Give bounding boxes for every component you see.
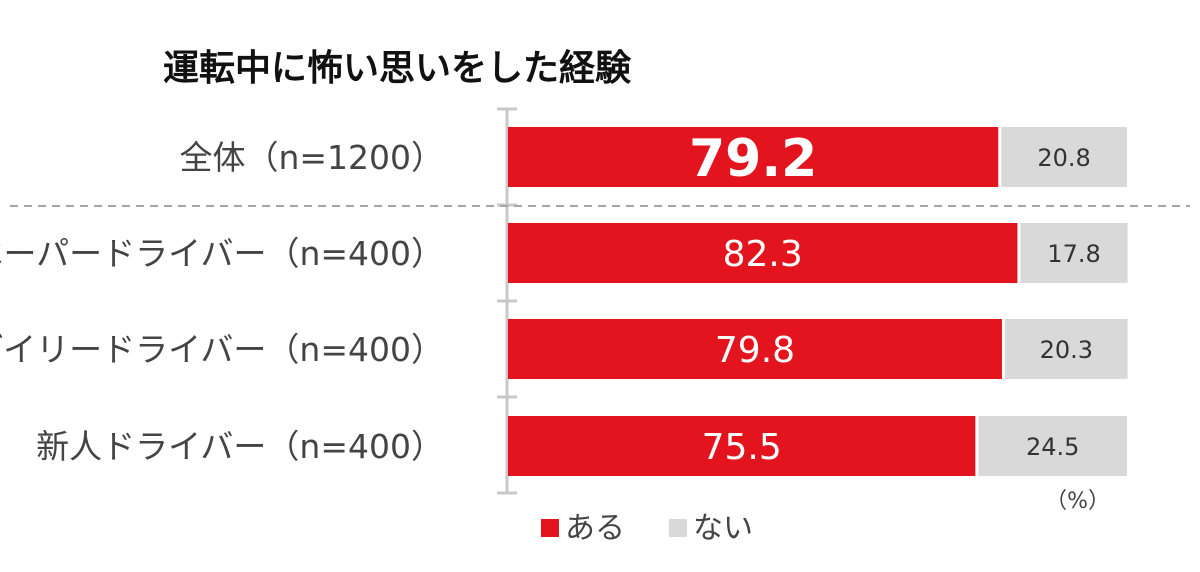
- category-label: 新人ドライバー（n=400）: [36, 427, 444, 466]
- data-label: 24.5: [1026, 433, 1079, 461]
- legend-swatch: [541, 519, 559, 537]
- bar-segment: [508, 223, 1018, 283]
- data-label: 20.3: [1040, 336, 1093, 364]
- category-label: デイリードライバー（n=400）: [0, 330, 444, 369]
- category-label: ペーパードライバー（n=400）: [0, 234, 444, 273]
- bar-segment: [978, 416, 1127, 476]
- data-label: 75.5: [702, 427, 782, 468]
- data-label: 79.8: [715, 330, 795, 371]
- data-label: 17.8: [1047, 240, 1100, 268]
- legend-swatch: [669, 519, 687, 537]
- bars: 全体（n=1200） 79.2 20.8 ペーパードライバー（n=400） 82.3 17…: [0, 127, 1128, 476]
- chart-title: 運転中に怖い思いをした経験: [163, 48, 632, 89]
- bar-segment: [1004, 319, 1128, 379]
- category-label: 全体（n=1200）: [179, 138, 444, 177]
- unit-label: （%）: [1045, 489, 1110, 514]
- data-label: 82.3: [723, 234, 803, 275]
- bar-segment: [1001, 127, 1127, 187]
- bar-segment: [1020, 223, 1128, 283]
- bar-segment: [508, 416, 976, 476]
- legend-label: ある: [565, 511, 625, 546]
- bar-segment: [508, 319, 1002, 379]
- legend-label: ない: [693, 511, 753, 546]
- legend: ある ない: [541, 511, 753, 546]
- data-label: 79.2: [689, 129, 817, 189]
- data-label: 20.8: [1037, 144, 1090, 172]
- bar-segment: [508, 127, 999, 187]
